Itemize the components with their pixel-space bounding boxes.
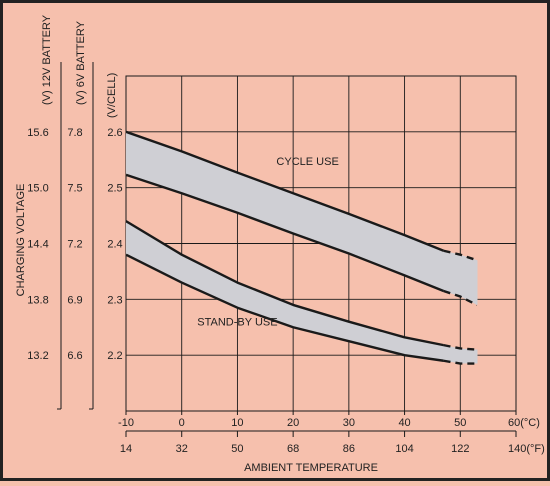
y-tick-label-1: 7.5 xyxy=(67,183,82,195)
x-tick-label-c: 10 xyxy=(231,417,243,429)
y-tick-label-0: 2.3 xyxy=(107,294,122,306)
series-line-lower-dashed xyxy=(443,359,477,365)
y-tick-label-0: 2.6 xyxy=(107,127,122,139)
x-tick-label-c: 30 xyxy=(343,417,355,429)
x-tick-label-c: 0 xyxy=(179,417,185,429)
x-tick-label-f: 140(°F) xyxy=(508,443,545,455)
series-line-lower xyxy=(125,253,444,362)
x-tick-label-f: 32 xyxy=(176,443,188,455)
x-tick-label-f: 14 xyxy=(120,443,132,455)
y-tick-label-2: 15.0 xyxy=(27,183,48,195)
y-tick-label-0: 2.5 xyxy=(107,183,122,195)
y-tick-label-0: 2.2 xyxy=(107,350,122,362)
series-line-upper-dashed xyxy=(443,343,478,351)
y-axis-label: CHARGING VOLTAGE xyxy=(15,184,27,297)
x-tick-label-c: 50 xyxy=(454,417,466,429)
series-line-lower xyxy=(125,173,445,293)
y-tick-label-0: 2.4 xyxy=(107,239,122,251)
y-tick-label-1: 6.6 xyxy=(67,350,82,362)
band-standby-use xyxy=(126,221,477,364)
x-axis-label: AMBIENT TEMPERATURE xyxy=(244,462,378,474)
y-tick-label-1: 6.9 xyxy=(67,294,82,306)
series-line-lower-dashed xyxy=(443,289,478,306)
series-line-upper-dashed xyxy=(443,249,478,262)
x-tick-label-f: 86 xyxy=(343,443,355,455)
y-axis-title-1: (V) 6V BATTERY xyxy=(75,20,87,105)
y-axis-title-0: (V/CELL) xyxy=(106,73,118,118)
y-tick-label-2: 15.6 xyxy=(27,127,48,139)
series-line-upper xyxy=(125,220,444,347)
x-tick-label-f: 68 xyxy=(287,443,299,455)
x-tick-label-c: 60(°C) xyxy=(508,417,540,429)
y-tick-label-2: 13.2 xyxy=(27,350,48,362)
y-tick-label-1: 7.8 xyxy=(67,127,82,139)
x-tick-label-c: -10 xyxy=(118,417,134,429)
x-tick-label-c: 20 xyxy=(287,417,299,429)
x-tick-label-f: 104 xyxy=(395,443,413,455)
x-tick-label-f: 50 xyxy=(231,443,243,455)
y-tick-label-2: 13.8 xyxy=(27,294,48,306)
band-cycle-use xyxy=(126,131,477,305)
annotation-standby-use: STAND-BY USE xyxy=(197,317,277,329)
y-tick-label-1: 7.2 xyxy=(67,239,82,251)
series-line-upper xyxy=(125,130,445,252)
y-tick-label-2: 14.4 xyxy=(27,239,48,251)
x-tick-label-c: 40 xyxy=(398,417,410,429)
y-axis-title-2: (V) 12V BATTERY xyxy=(41,14,53,105)
x-tick-label-f: 122 xyxy=(451,443,469,455)
annotation-cycle-use: CYCLE USE xyxy=(276,156,338,168)
